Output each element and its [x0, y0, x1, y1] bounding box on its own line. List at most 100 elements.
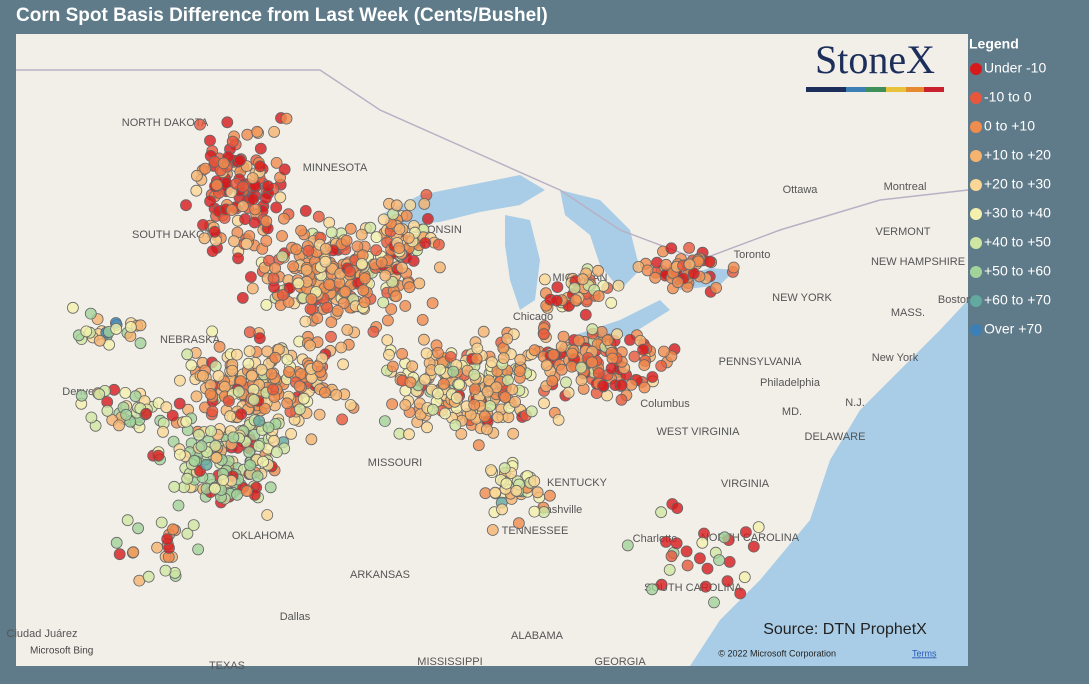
basis-dot — [113, 419, 125, 432]
basis-dot — [311, 312, 324, 325]
basis-dot — [738, 571, 751, 584]
basis-dot — [142, 570, 155, 583]
legend-label[interactable]: Under -10 — [984, 60, 1046, 76]
basis-dot — [351, 240, 364, 253]
basis-dot — [325, 226, 338, 239]
legend-label[interactable]: 0 to +10 — [984, 118, 1035, 134]
legend-label[interactable]: +60 to +70 — [984, 292, 1051, 308]
basis-dot — [232, 385, 245, 398]
basis-dot — [185, 359, 198, 372]
basis-dot — [727, 261, 740, 274]
logo-bar — [806, 87, 846, 92]
basis-dot — [615, 393, 628, 406]
basis-dot — [276, 289, 289, 301]
basis-dot — [244, 271, 257, 283]
terms-link[interactable]: Terms — [912, 648, 937, 658]
place-label: MISSISSIPPI — [417, 656, 482, 668]
basis-dot — [243, 326, 256, 339]
basis-dot — [192, 428, 205, 441]
basis-dot — [84, 307, 97, 320]
basis-dot — [241, 128, 254, 141]
basis-dot — [390, 199, 403, 212]
basis-dot — [531, 486, 544, 499]
basis-dot — [331, 304, 344, 317]
place-label: WEST VIRGINIA — [657, 426, 741, 438]
basis-dot — [260, 298, 273, 311]
legend-title: Legend — [969, 36, 1019, 52]
basis-dot — [237, 180, 250, 193]
basis-dot — [181, 472, 194, 485]
basis-dot — [507, 427, 520, 440]
basis-dot — [195, 440, 208, 453]
basis-dot — [694, 552, 706, 565]
place-label: NEW HAMPSHIRE — [871, 256, 965, 268]
basis-dot — [304, 303, 317, 315]
source: Source: DTN ProphetX — [763, 621, 927, 638]
basis-dot — [262, 421, 275, 434]
basis-dot — [681, 559, 694, 572]
basis-dot — [245, 369, 258, 382]
place-label: Dallas — [280, 611, 311, 623]
basis-dot — [378, 415, 391, 428]
lake-superior — [380, 175, 545, 225]
basis-dot — [615, 379, 628, 392]
basis-dot — [509, 395, 521, 408]
basis-dot — [544, 489, 556, 502]
basis-dot — [172, 499, 185, 512]
legend-label[interactable]: +10 to +20 — [984, 147, 1051, 163]
place-label: VIRGINIA — [721, 478, 770, 490]
legend-label[interactable]: -10 to 0 — [984, 89, 1032, 105]
basis-dot — [740, 526, 752, 539]
basis-dot — [721, 575, 734, 588]
basis-dot — [209, 439, 222, 452]
basis-dot — [557, 330, 570, 343]
place-label: ALABAMA — [511, 630, 564, 642]
legend-label[interactable]: +20 to +30 — [984, 176, 1051, 192]
legend-swatch — [970, 237, 982, 249]
basis-dot — [339, 285, 352, 298]
title: Corn Spot Basis Difference from Last Wee… — [16, 5, 548, 26]
basis-dot — [447, 365, 460, 378]
basis-dot — [552, 413, 565, 426]
basis-dot — [665, 550, 678, 563]
basis-dot — [101, 404, 114, 417]
place-label: New York — [872, 352, 919, 364]
place-label: Boston — [938, 294, 972, 306]
basis-dot — [655, 578, 668, 591]
basis-dot — [311, 360, 324, 373]
basis-dot — [419, 237, 432, 249]
basis-dot — [180, 199, 192, 212]
legend-label[interactable]: +40 to +50 — [984, 234, 1051, 250]
basis-dot — [240, 485, 253, 498]
legend-swatch — [970, 208, 982, 220]
legend-label[interactable]: +30 to +40 — [984, 205, 1051, 221]
basis-dot — [337, 358, 350, 371]
basis-dot — [300, 264, 313, 276]
basis-dot — [437, 377, 450, 390]
basis-dot — [469, 383, 481, 396]
basis-dot — [119, 386, 132, 399]
map[interactable]: NORTH DAKOTA MINNESOTA SOUTH DAKOTA NEBRASK… — [7, 69, 973, 672]
basis-dot — [262, 180, 274, 193]
place-label: NEBRASKA — [160, 334, 221, 346]
basis-dot — [468, 398, 481, 411]
basis-dot — [710, 281, 722, 294]
basis-dot — [439, 407, 452, 420]
basis-dot — [255, 363, 268, 376]
legend-swatch — [970, 63, 982, 75]
basis-dot — [592, 367, 605, 380]
basis-dot — [206, 325, 219, 338]
basis-dot — [159, 564, 172, 577]
basis-dot — [433, 261, 446, 274]
place-label: OKLAHOMA — [232, 530, 295, 542]
legend-label[interactable]: Over +70 — [984, 321, 1042, 337]
basis-dot — [276, 250, 289, 263]
basis-dot — [538, 328, 550, 341]
basis-dot — [485, 464, 497, 477]
lake-huron — [560, 190, 640, 290]
basis-dot — [192, 543, 205, 556]
basis-dot — [249, 203, 262, 216]
basis-dot — [364, 221, 377, 234]
legend-label[interactable]: +50 to +60 — [984, 263, 1051, 279]
